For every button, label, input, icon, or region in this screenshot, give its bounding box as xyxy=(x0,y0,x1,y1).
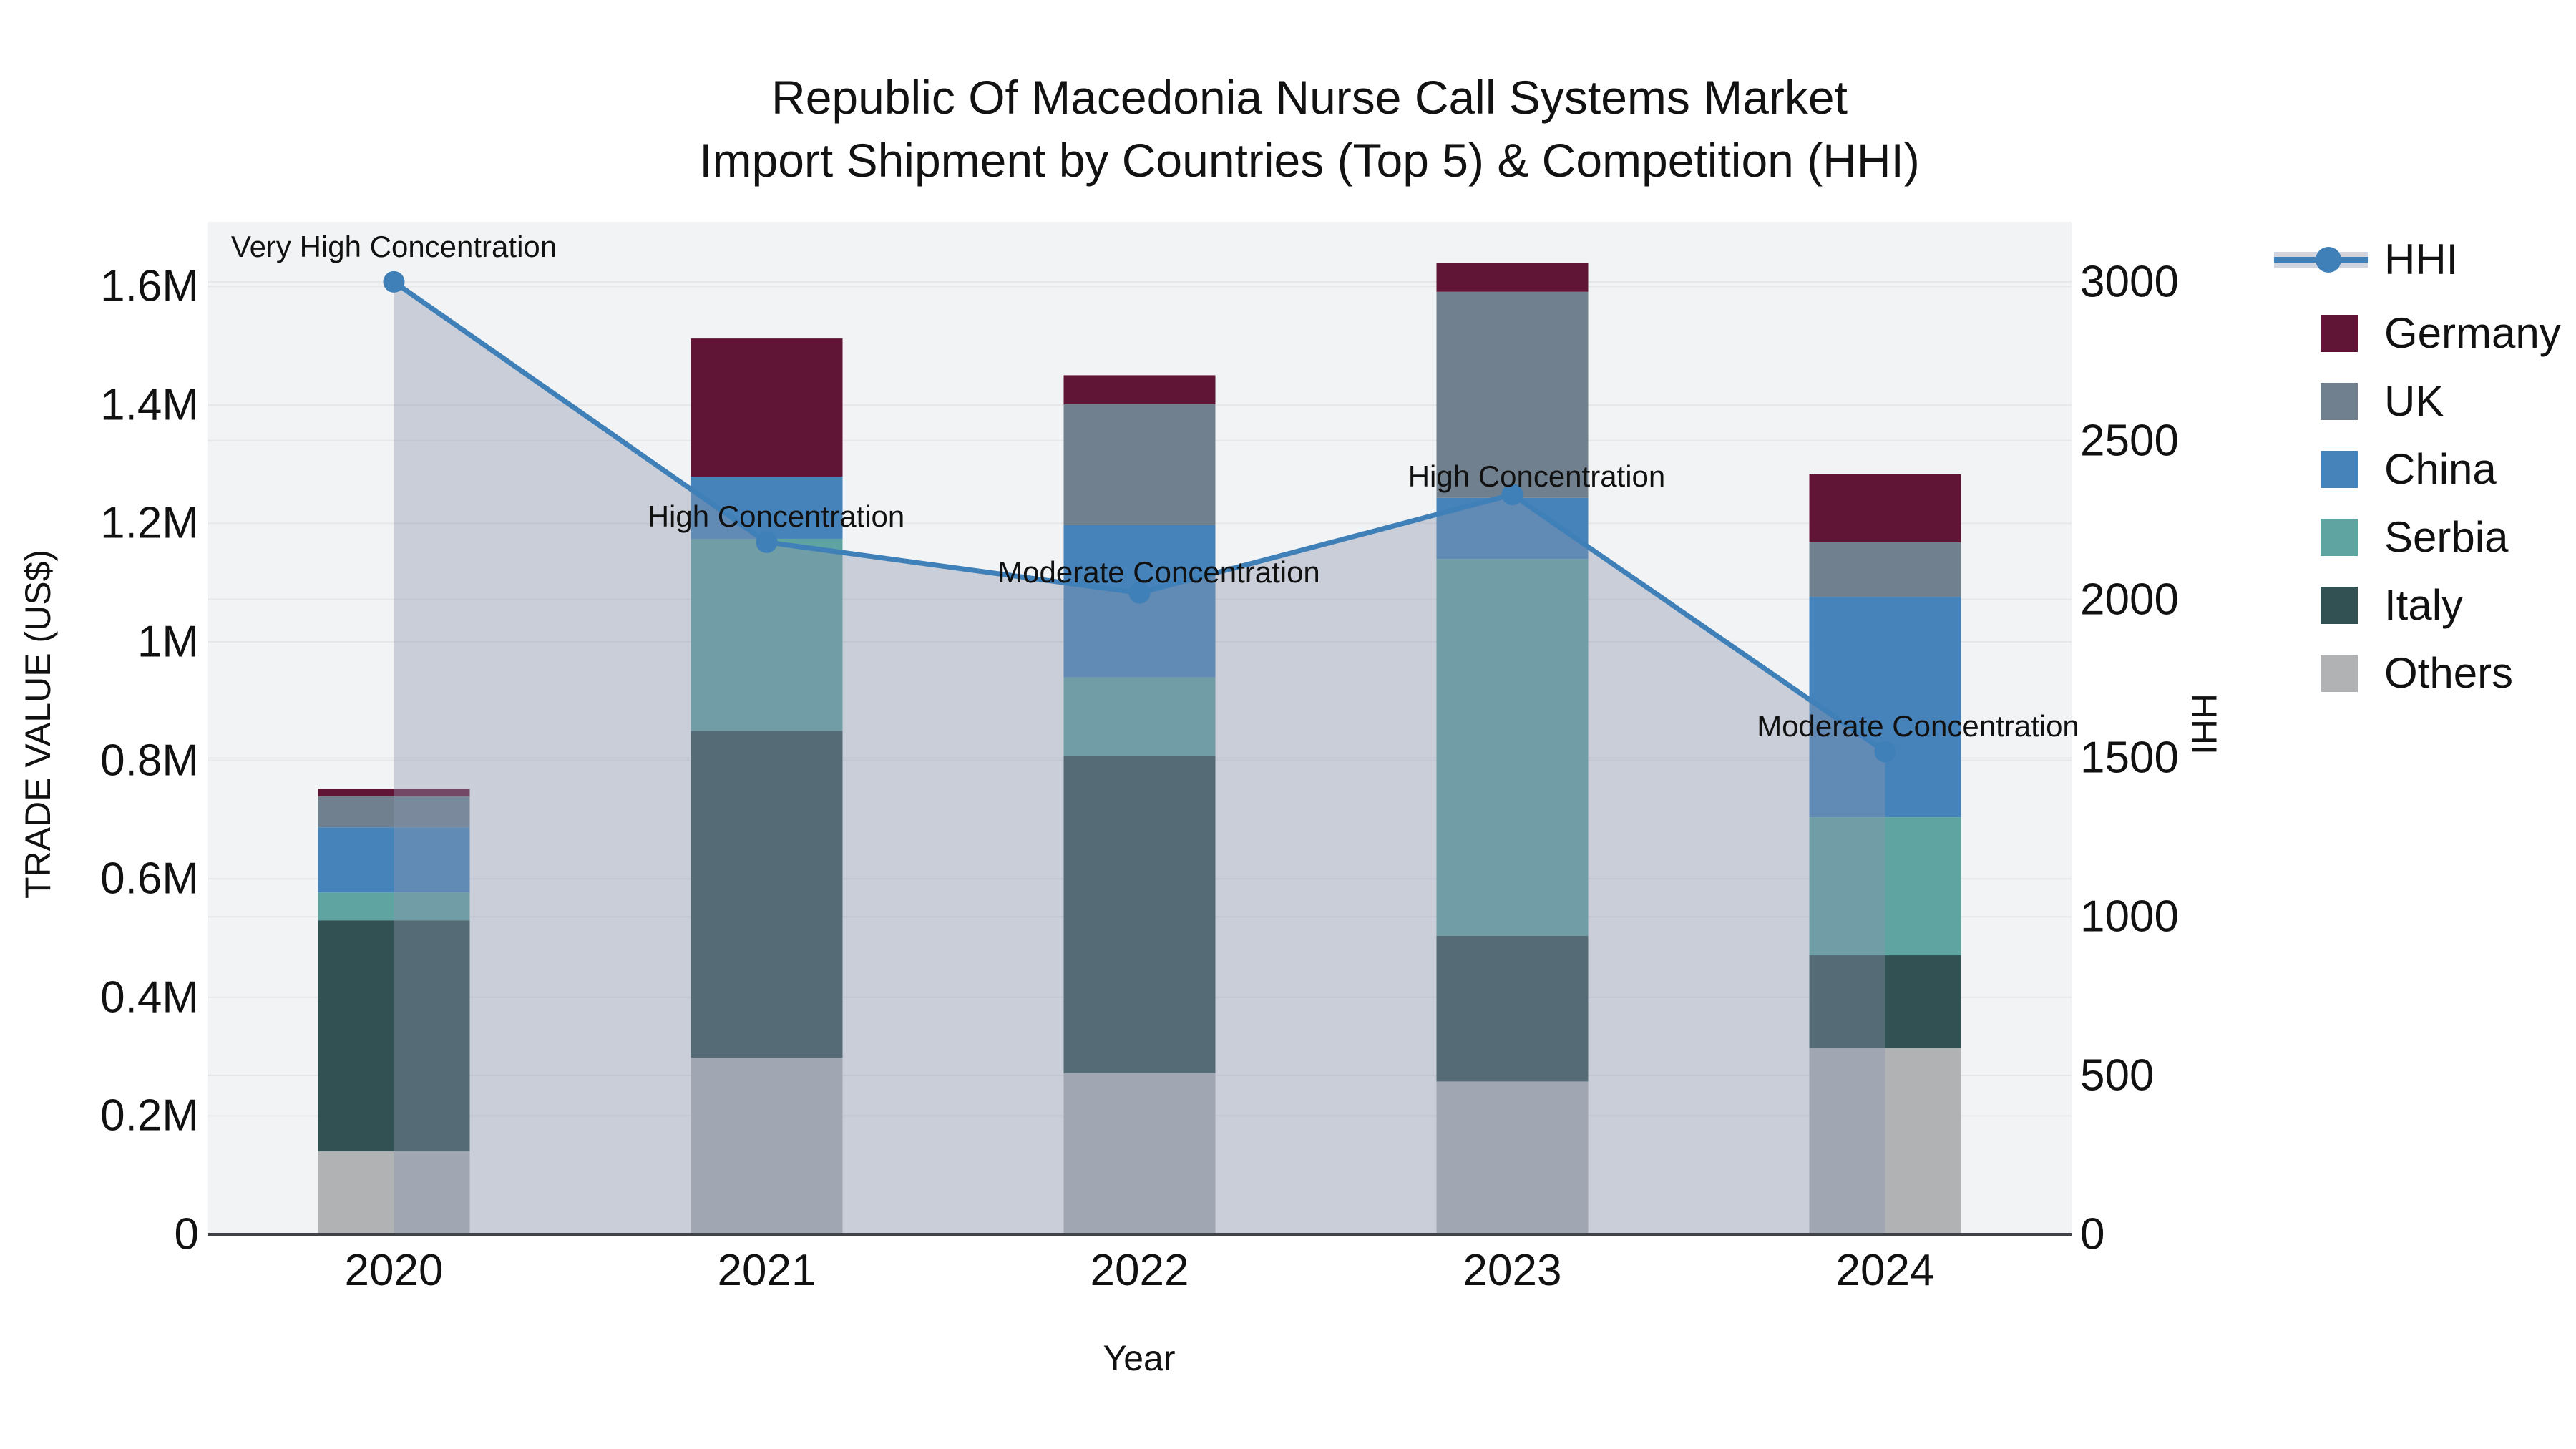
bar-italy-2022[interactable] xyxy=(1063,756,1216,1073)
bar-germany-2020[interactable] xyxy=(318,789,470,797)
bar-others-2024[interactable] xyxy=(1809,1048,1961,1234)
y-right-tick-500: 500 xyxy=(2080,1050,2155,1101)
bar-uk-2024[interactable] xyxy=(1809,542,1961,597)
bar-uk-2022[interactable] xyxy=(1063,404,1216,525)
y-right-axis-title: HHI xyxy=(2184,693,2224,756)
x-axis-title: Year xyxy=(1103,1338,1176,1378)
legend-item-others[interactable]: Others xyxy=(2274,639,2561,707)
color-swatch xyxy=(2321,586,2358,624)
legend-item-hhi[interactable]: HHI xyxy=(2274,225,2561,293)
y-left-tick-0.2M: 0.2M xyxy=(100,1091,199,1141)
y-right-tick-2500: 2500 xyxy=(2080,416,2179,466)
hhi-point-2024[interactable] xyxy=(1874,741,1896,763)
bar-italy-2023[interactable] xyxy=(1436,935,1589,1082)
legend: HHI Germany UK China Serbia Italy Others xyxy=(2274,225,2561,707)
bar-uk-2023[interactable] xyxy=(1436,291,1589,498)
bar-germany-2024[interactable] xyxy=(1809,474,1961,542)
x-tick-2024: 2024 xyxy=(1835,1246,1935,1295)
serbia-swatch-icon xyxy=(2274,516,2374,559)
chart-title: Republic Of Macedonia Nurse Call Systems… xyxy=(699,66,1920,192)
hhi-annotation-2024: Moderate Concentration xyxy=(1757,708,2079,743)
italy-swatch-icon xyxy=(2274,584,2374,627)
legend-label-uk: UK xyxy=(2384,377,2444,425)
x-tick-2021: 2021 xyxy=(717,1246,816,1295)
y-left-tick-1.2M: 1.2M xyxy=(100,498,199,548)
legend-label-hhi: HHI xyxy=(2384,235,2459,283)
hhi-point-2020[interactable] xyxy=(383,270,405,293)
y-left-tick-0.8M: 0.8M xyxy=(100,736,199,786)
bar-others-2023[interactable] xyxy=(1436,1081,1589,1234)
bar-serbia-2023[interactable] xyxy=(1436,559,1589,936)
bar-china-2024[interactable] xyxy=(1809,597,1961,818)
bar-germany-2021[interactable] xyxy=(691,338,843,477)
y-left-axis-title: TRADE VALUE (US$) xyxy=(18,549,58,899)
hhi-annotation-2021: High Concentration xyxy=(647,499,905,533)
y-left-tick-1M: 1M xyxy=(137,617,199,667)
bar-italy-2024[interactable] xyxy=(1809,955,1961,1048)
y-right-tick-2000: 2000 xyxy=(2080,575,2179,625)
bar-others-2021[interactable] xyxy=(691,1058,843,1234)
bar-serbia-2021[interactable] xyxy=(691,538,843,731)
others-swatch-icon xyxy=(2274,652,2374,695)
hhi-point-2022[interactable] xyxy=(1128,582,1151,604)
legend-label-italy: Italy xyxy=(2384,581,2464,629)
china-swatch-icon xyxy=(2274,448,2374,491)
chart-title-line1: Republic Of Macedonia Nurse Call Systems… xyxy=(771,71,1848,124)
y-left-tick-0.6M: 0.6M xyxy=(100,854,199,904)
hhi-line-icon xyxy=(2274,238,2374,281)
bar-others-2022[interactable] xyxy=(1063,1073,1216,1234)
legend-item-italy[interactable]: Italy xyxy=(2274,571,2561,639)
x-tick-2023: 2023 xyxy=(1463,1246,1562,1295)
x-tick-2022: 2022 xyxy=(1090,1246,1189,1295)
bar-italy-2021[interactable] xyxy=(691,731,843,1058)
legend-item-uk[interactable]: UK xyxy=(2274,367,2561,435)
hhi-area-fill xyxy=(394,281,1885,1234)
color-swatch xyxy=(2321,654,2358,692)
y-right-tick-1000: 1000 xyxy=(2080,892,2179,942)
hhi-annotation-2022: Moderate Concentration xyxy=(997,555,1320,589)
bar-serbia-2022[interactable] xyxy=(1063,677,1216,756)
plot-area xyxy=(208,222,2072,1234)
y-left-tick-0: 0 xyxy=(174,1209,199,1259)
legend-label-germany: Germany xyxy=(2384,309,2561,357)
legend-label-others: Others xyxy=(2384,649,2514,697)
bar-china-2020[interactable] xyxy=(318,827,470,893)
y-left-tick-0.4M: 0.4M xyxy=(100,972,199,1023)
bar-italy-2020[interactable] xyxy=(318,920,470,1152)
hhi-point-2023[interactable] xyxy=(1501,484,1523,506)
legend-label-serbia: Serbia xyxy=(2384,513,2509,561)
color-swatch xyxy=(2321,450,2358,488)
bar-serbia-2020[interactable] xyxy=(318,892,470,921)
color-swatch xyxy=(2321,518,2358,556)
hhi-annotation-2023: High Concentration xyxy=(1407,459,1666,494)
germany-swatch-icon xyxy=(2274,312,2374,355)
legend-item-serbia[interactable]: Serbia xyxy=(2274,503,2561,571)
y-right-tick-3000: 3000 xyxy=(2080,257,2179,307)
bar-germany-2022[interactable] xyxy=(1063,375,1216,405)
bar-germany-2023[interactable] xyxy=(1436,263,1589,292)
y-left-tick-1.6M: 1.6M xyxy=(100,261,199,311)
hhi-point-2021[interactable] xyxy=(756,531,778,553)
y-right-tick-0: 0 xyxy=(2080,1209,2105,1259)
color-swatch xyxy=(2321,382,2358,420)
hhi-annotation-2020: Very High Concentration xyxy=(230,229,557,263)
legend-item-china[interactable]: China xyxy=(2274,435,2561,503)
bar-uk-2020[interactable] xyxy=(318,796,470,828)
bar-others-2020[interactable] xyxy=(318,1151,470,1234)
uk-swatch-icon xyxy=(2274,380,2374,423)
color-swatch xyxy=(2321,314,2358,352)
bar-serbia-2024[interactable] xyxy=(1809,817,1961,956)
x-tick-2020: 2020 xyxy=(344,1246,444,1295)
y-right-tick-1500: 1500 xyxy=(2080,733,2179,783)
chart-title-line2: Import Shipment by Countries (Top 5) & C… xyxy=(699,134,1920,187)
y-left-tick-1.4M: 1.4M xyxy=(100,380,199,430)
legend-item-germany[interactable]: Germany xyxy=(2274,299,2561,367)
hhi-marker-dot xyxy=(2316,246,2341,273)
legend-label-china: China xyxy=(2384,445,2497,493)
x-axis-line xyxy=(208,1233,2072,1236)
